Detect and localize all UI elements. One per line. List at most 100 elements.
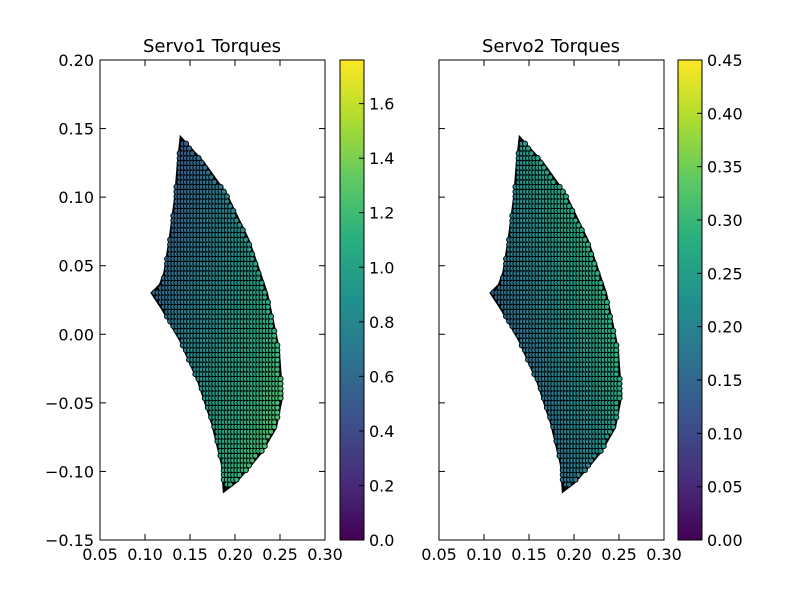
scatter-point xyxy=(566,203,573,210)
colorbar-tick-label: 0.30 xyxy=(707,211,743,230)
x-tick-label: 0.30 xyxy=(307,545,343,564)
colorbar-tick-label: 0.15 xyxy=(707,371,743,390)
x-tick-label: 0.10 xyxy=(466,545,502,564)
scatter-point xyxy=(597,279,604,286)
scatter-point xyxy=(267,313,275,320)
servo2-panel: Servo2 Torques 0.05 0.10 0.15 0.20 0.25 0.30 … xyxy=(421,36,742,564)
y-tick-label: 0.05 xyxy=(58,257,94,276)
scatter-point xyxy=(242,236,249,243)
scatter-point xyxy=(245,241,253,248)
scatter-point xyxy=(603,299,610,306)
scatter-point xyxy=(258,279,265,286)
colorbar-tick-label: 1.4 xyxy=(369,149,394,168)
scatter-point xyxy=(227,203,234,210)
scatter-point xyxy=(223,193,230,200)
scatter-point xyxy=(198,159,205,166)
colorbar-tick-label: 0.2 xyxy=(369,476,394,495)
colorbar-tick-label: 1.0 xyxy=(369,258,394,277)
colorbar-tick-label: 0.0 xyxy=(369,531,394,550)
scatter-point xyxy=(616,375,623,382)
scatter-point xyxy=(556,183,563,190)
x-tick-label: 0.20 xyxy=(556,545,592,564)
colorbar-tick-label: 0.10 xyxy=(707,424,743,443)
scatter-point xyxy=(600,289,607,296)
scatter-point xyxy=(610,327,617,334)
servo1-colorbar-ticks: 0.0 0.2 0.4 0.6 0.8 1.0 1.2 1.4 1.6 xyxy=(359,95,394,550)
scatter-point xyxy=(534,155,541,162)
scatter-point xyxy=(264,299,271,306)
scatter-point xyxy=(204,169,212,176)
scatter-point xyxy=(252,260,259,267)
servo2-axes-frame xyxy=(438,59,665,541)
scatter-point xyxy=(236,222,243,229)
scatter-point xyxy=(613,342,620,349)
scatter-point xyxy=(591,260,598,267)
y-tick-label: −0.10 xyxy=(45,462,94,481)
colorbar-tick-label: 0.05 xyxy=(707,478,743,497)
colorbar-tick-label: 1.6 xyxy=(369,95,394,114)
colorbar-tick-label: 1.2 xyxy=(369,204,394,223)
colorbar-tick-label: 0.25 xyxy=(707,264,743,283)
servo1-yticks: 0.20 0.15 0.10 0.05 0.00 −0.05 −0.10 −0.15 xyxy=(45,51,325,550)
x-tick-label: 0.30 xyxy=(646,545,682,564)
scatter-point xyxy=(274,342,281,349)
scatter-point xyxy=(271,327,278,334)
scatter-point xyxy=(249,251,256,258)
scatter-point xyxy=(239,227,246,234)
x-tick-label: 0.15 xyxy=(511,545,547,564)
scatter-point xyxy=(189,150,196,157)
scatter-point xyxy=(217,183,224,190)
servo1-colorbar-frame xyxy=(339,59,365,541)
y-tick-label: 0.00 xyxy=(58,325,94,344)
scatter-point xyxy=(547,174,554,181)
scatter-point xyxy=(195,155,202,162)
scatter-point xyxy=(521,140,529,147)
servo1-points xyxy=(150,134,284,494)
scatter-point xyxy=(233,217,240,224)
servo2-colorbar-ticks: 0.00 0.05 0.10 0.15 0.20 0.25 0.30 0.35 0.40 0.45 xyxy=(697,51,743,550)
colorbar-tick-label: 0.00 xyxy=(707,531,743,550)
scatter-point xyxy=(572,217,579,224)
scatter-point xyxy=(606,313,614,320)
scatter-point xyxy=(186,145,193,152)
scatter-point xyxy=(528,150,535,157)
servo2-title: Servo2 Torques xyxy=(482,36,620,57)
servo2-yticks xyxy=(439,59,664,541)
servo1-title: Servo1 Torques xyxy=(143,36,281,57)
servo2-colorbar-gradient xyxy=(678,60,702,540)
scatter-point xyxy=(230,207,237,214)
scatter-point xyxy=(208,174,215,181)
y-tick-label: −0.15 xyxy=(45,531,94,550)
x-tick-label: 0.05 xyxy=(82,545,118,564)
scatter-point xyxy=(581,236,588,243)
servo1-xticks: 0.05 0.10 0.15 0.20 0.25 0.30 xyxy=(82,60,343,564)
scatter-point xyxy=(525,145,532,152)
scatter-point xyxy=(201,164,208,171)
servo1-colorbar: 0.0 0.2 0.4 0.6 0.8 1.0 1.2 1.4 1.6 xyxy=(339,59,394,550)
colorbar-tick-label: 0.6 xyxy=(369,367,394,386)
servo2-xticks: 0.05 0.10 0.15 0.20 0.25 0.30 xyxy=(421,60,682,564)
servo2-colorbar-frame xyxy=(677,59,703,541)
scatter-point xyxy=(562,193,569,200)
y-tick-label: 0.15 xyxy=(58,120,94,139)
scatter-point xyxy=(584,241,592,248)
colorbar-tick-label: 0.8 xyxy=(369,313,394,332)
scatter-point xyxy=(220,188,227,195)
scatter-point xyxy=(578,227,585,234)
x-tick-label: 0.05 xyxy=(421,545,457,564)
colorbar-tick-label: 0.45 xyxy=(707,51,743,70)
scatter-point xyxy=(277,375,284,382)
colorbar-tick-label: 0.20 xyxy=(707,318,743,337)
scatter-point xyxy=(594,270,601,277)
scatter-point xyxy=(575,222,582,229)
x-tick-label: 0.10 xyxy=(127,545,163,564)
colorbar-tick-label: 0.40 xyxy=(707,104,743,123)
x-tick-label: 0.20 xyxy=(217,545,253,564)
x-tick-label: 0.25 xyxy=(262,545,298,564)
servo2-colorbar: 0.00 0.05 0.10 0.15 0.20 0.25 0.30 0.35 0.40 0.45 xyxy=(677,51,743,550)
y-tick-label: −0.05 xyxy=(45,394,94,413)
servo1-axes-frame xyxy=(99,59,326,541)
scatter-point xyxy=(261,289,268,296)
scatter-point xyxy=(543,169,551,176)
